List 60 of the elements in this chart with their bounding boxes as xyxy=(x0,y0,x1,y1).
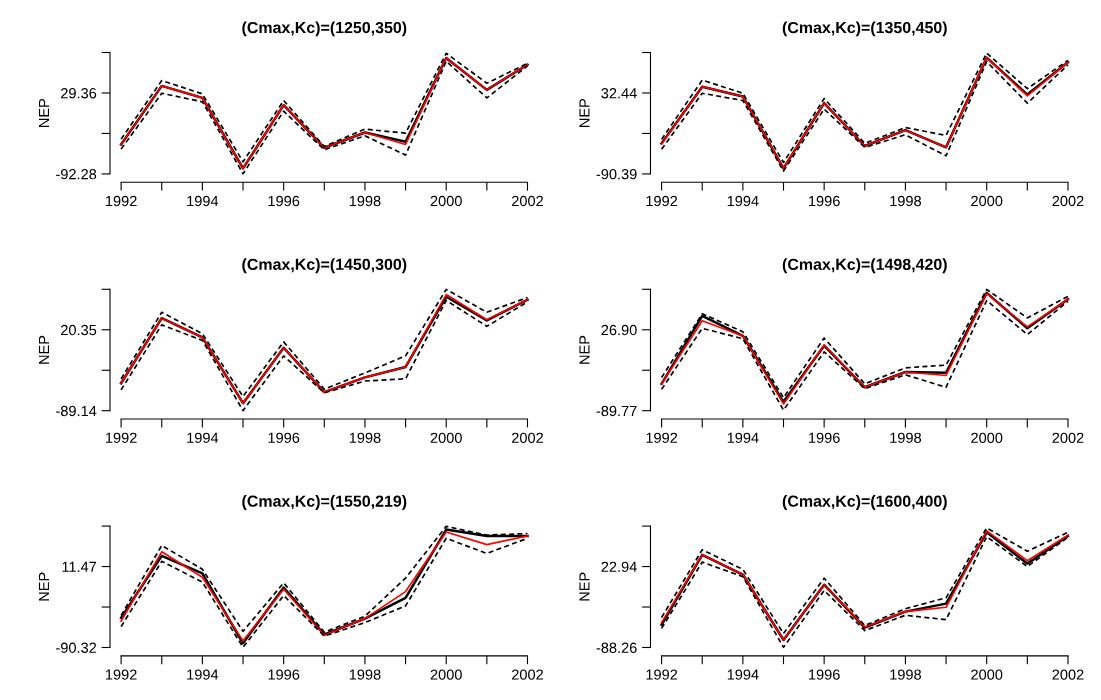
y-tick-label: 29.36 xyxy=(61,88,97,99)
chart-title: (Cmax,Kc)=(1600,400) xyxy=(782,495,947,510)
x-tick-label: 2000 xyxy=(971,669,1003,680)
y-tick-label: -92.28 xyxy=(56,169,97,180)
x-tick-label: 2002 xyxy=(1052,195,1084,207)
x-tick-label: 1992 xyxy=(106,669,137,680)
y-tick-label: 32.44 xyxy=(601,88,637,99)
chart-title: (Cmax,Kc)=(1350,450) xyxy=(782,21,947,37)
x-tick-label: 1996 xyxy=(268,432,300,443)
x-tick-label: 1992 xyxy=(106,195,137,207)
x-tick-label: 1998 xyxy=(890,195,922,207)
chart-title: (Cmax,Kc)=(1250,350) xyxy=(242,21,407,37)
y-axis-title: NEP xyxy=(38,572,49,601)
x-tick-label: 1998 xyxy=(890,432,922,443)
x-tick-label: 1994 xyxy=(727,195,759,207)
x-tick-label: 1996 xyxy=(809,432,840,443)
x-tick-label: 2000 xyxy=(430,195,462,207)
x-tick-label: 1992 xyxy=(646,432,678,443)
y-tick-label: 11.47 xyxy=(62,561,97,572)
y-tick-label: 22.94 xyxy=(601,561,637,572)
y-tick-label: -90.32 xyxy=(56,642,97,653)
y-tick-label: -89.77 xyxy=(596,405,637,417)
x-tick-label: 1996 xyxy=(809,669,840,680)
x-tick-label: 1994 xyxy=(187,195,219,207)
x-tick-label: 1994 xyxy=(187,432,219,443)
y-axis-title: NEP xyxy=(579,572,590,601)
x-tick-label: 2000 xyxy=(430,432,462,443)
x-tick-label: 2002 xyxy=(1052,669,1084,680)
x-tick-label: 2002 xyxy=(512,195,543,207)
x-tick-label: 1998 xyxy=(890,669,922,680)
x-tick-label: 2002 xyxy=(1052,432,1084,443)
y-axis-title: NEP xyxy=(38,98,49,128)
y-tick-label: 26.90 xyxy=(601,324,637,336)
x-tick-label: 1992 xyxy=(646,669,678,680)
y-tick-label: 20.35 xyxy=(61,324,97,336)
x-tick-label: 2000 xyxy=(971,195,1003,207)
y-tick-label: -89.14 xyxy=(56,405,97,417)
x-tick-label: 2000 xyxy=(971,432,1003,443)
y-axis-title: NEP xyxy=(38,335,49,364)
chart-title: (Cmax,Kc)=(1450,300) xyxy=(242,258,407,274)
x-tick-label: 1992 xyxy=(106,432,137,443)
x-tick-label: 1992 xyxy=(646,195,678,207)
chart-title: (Cmax,Kc)=(1498,420) xyxy=(782,258,947,274)
x-tick-label: 1996 xyxy=(809,195,840,207)
x-tick-label: 1998 xyxy=(349,669,381,680)
x-tick-label: 2000 xyxy=(430,669,462,680)
x-tick-label: 1996 xyxy=(268,195,300,207)
x-tick-label: 1998 xyxy=(349,195,381,207)
x-tick-label: 1996 xyxy=(268,669,300,680)
x-tick-label: 1998 xyxy=(349,432,381,443)
chart-title: (Cmax,Kc)=(1550,219) xyxy=(242,495,407,510)
x-tick-label: 1994 xyxy=(187,669,219,680)
x-tick-label: 1994 xyxy=(727,432,759,443)
y-tick-label: -88.26 xyxy=(596,642,637,653)
y-axis-title: NEP xyxy=(579,98,590,128)
y-tick-label: -90.39 xyxy=(596,169,637,180)
y-axis-title: NEP xyxy=(579,335,590,364)
x-tick-label: 2002 xyxy=(512,432,543,443)
x-tick-label: 2002 xyxy=(512,669,543,680)
x-tick-label: 1994 xyxy=(727,669,759,680)
